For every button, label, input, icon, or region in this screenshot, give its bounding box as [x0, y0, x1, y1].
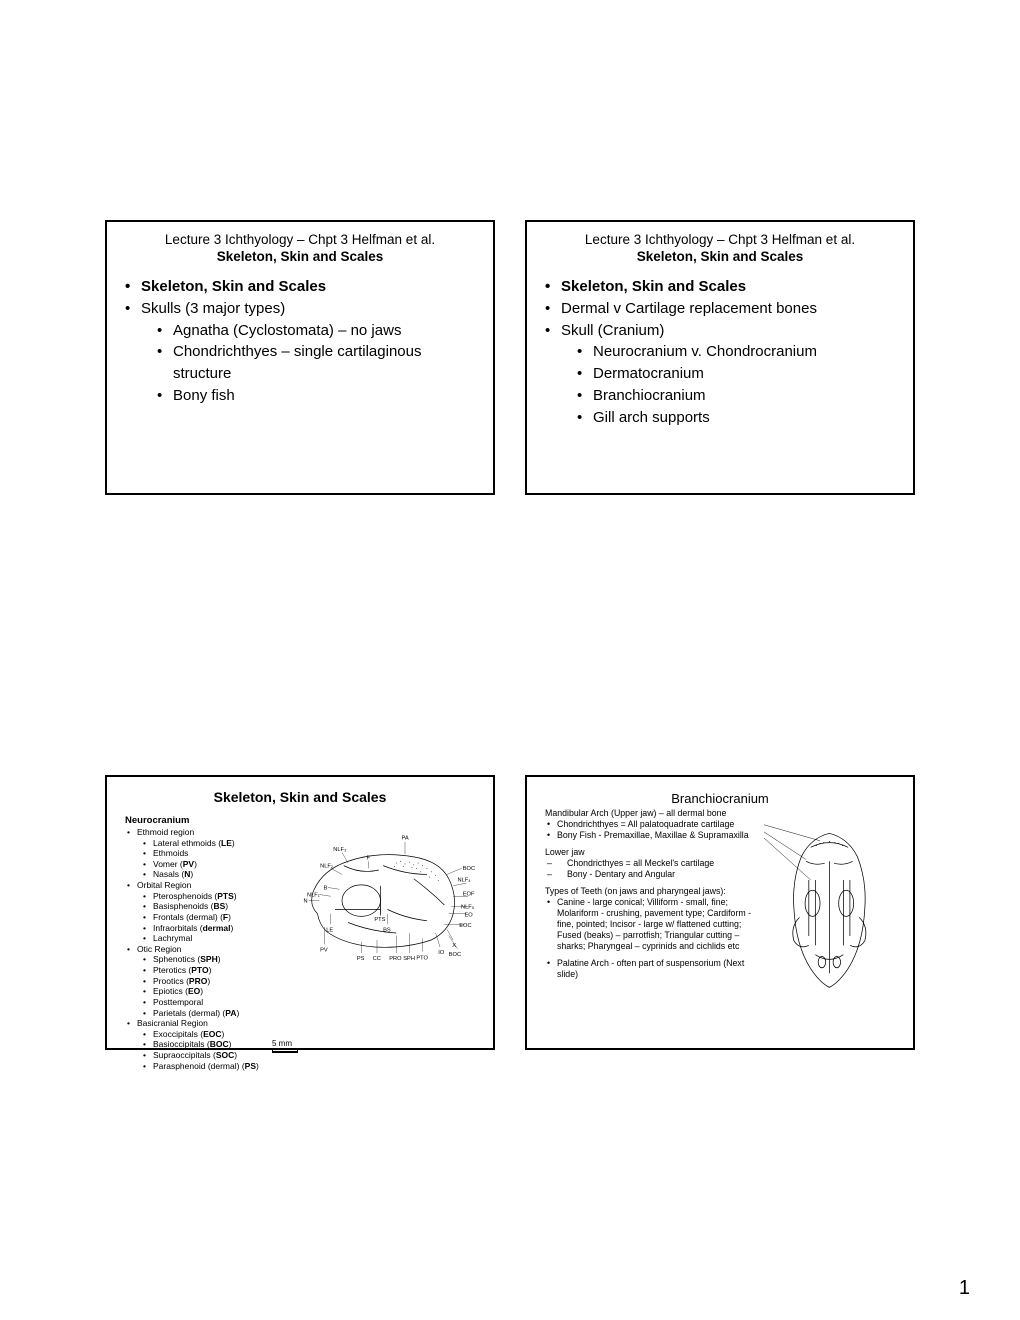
jaw-diagram-icon: [764, 808, 895, 1008]
list-item: Skull (Cranium): [545, 320, 895, 342]
list-item: Agnatha (Cyclostomata) – no jaws: [125, 320, 475, 342]
region-item: Basisphenoids (BS): [125, 901, 300, 912]
region-heading: Ethmoid region: [125, 827, 300, 838]
svg-text:PS: PS: [357, 956, 365, 962]
region-heading: Orbital Region: [125, 880, 300, 891]
svg-text:PTO: PTO: [416, 955, 428, 961]
svg-text:NLF₅: NLF₅: [461, 905, 474, 911]
svg-text:EOF: EOF: [463, 891, 475, 897]
svg-text:IO: IO: [438, 950, 445, 956]
region-item: Pterotics (PTO): [125, 965, 300, 976]
region-item: Nasals (N): [125, 869, 300, 880]
region-item: Lachrymal: [125, 933, 300, 944]
palatine-text: Palatine Arch - often part of suspensori…: [545, 958, 758, 980]
region-item: Vomer (PV): [125, 859, 300, 870]
region-item: Exoccipitals (EOC): [125, 1029, 300, 1040]
svg-text:SPH: SPH: [403, 956, 415, 962]
page-number: 1: [959, 1277, 970, 1300]
slide-1-subheader: Skeleton, Skin and Scales: [125, 249, 475, 264]
slide-2: Lecture 3 Ichthyology – Chpt 3 Helfman e…: [525, 220, 915, 495]
region-item: Parasphenoid (dermal) (PS): [125, 1061, 300, 1072]
region-heading: Otic Region: [125, 944, 300, 955]
neurocranium-regions: Ethmoid regionLateral ethmoids (LE)Ethmo…: [125, 827, 300, 1071]
list-item: Bony - Dentary and Angular: [545, 869, 758, 880]
region-item: Posttemporal: [125, 997, 300, 1008]
svg-text:EOC: EOC: [459, 923, 471, 929]
list-item: Chondricthyes = all Meckel's cartilage: [545, 858, 758, 869]
upper-jaw-list: Chondrichthyes = All palatoquadrate cart…: [545, 819, 758, 841]
lower-jaw-list: Chondricthyes = all Meckel's cartilageBo…: [545, 858, 758, 880]
slide-2-header: Lecture 3 Ichthyology – Chpt 3 Helfman e…: [545, 232, 895, 247]
svg-text:NLF₄: NLF₄: [458, 877, 472, 883]
list-item: Bony fish: [125, 385, 475, 407]
slide-1: Lecture 3 Ichthyology – Chpt 3 Helfman e…: [105, 220, 495, 495]
slide-4-diagram: [764, 808, 895, 1013]
svg-text:LE: LE: [326, 927, 333, 933]
region-item: Epiotics (EO): [125, 986, 300, 997]
region-item: Infraorbitals (dermal): [125, 923, 300, 934]
svg-text:EO: EO: [465, 912, 474, 918]
list-item: Bony Fish - Premaxillae, Maxillae & Supr…: [545, 830, 758, 841]
svg-text:BS: BS: [383, 927, 391, 933]
svg-text:BOC: BOC: [463, 866, 475, 872]
svg-text:PA: PA: [402, 835, 409, 841]
teeth-heading: Types of Teeth (on jaws and pharyngeal j…: [545, 886, 758, 897]
list-item: Skeleton, Skin and Scales: [545, 276, 895, 298]
slide-2-list: Skeleton, Skin and ScalesDermal v Cartil…: [545, 276, 895, 428]
slide-1-list: Skeleton, Skin and ScalesSkulls (3 major…: [125, 276, 475, 407]
region-item: Frontals (dermal) (F): [125, 912, 300, 923]
svg-text:NLF₃: NLF₃: [333, 847, 346, 853]
svg-text:NLF₂: NLF₂: [320, 863, 333, 869]
svg-text:CC: CC: [373, 956, 381, 962]
teeth-text: Canine - large conical; Villiform - smal…: [545, 897, 758, 952]
list-item: Chondrichthyes – single cartilaginous st…: [125, 341, 475, 385]
svg-text:PRO: PRO: [389, 956, 402, 962]
list-item: Gill arch supports: [545, 407, 895, 429]
slide-row-2: Skeleton, Skin and Scales Neurocranium E…: [0, 775, 1020, 1050]
svg-text:B: B: [324, 885, 328, 891]
slide-2-subheader: Skeleton, Skin and Scales: [545, 249, 895, 264]
skull-diagram-icon: PA BOC NLF₃ NLF₄ NLF₂ F EOF B N NLF₁ NLF…: [300, 815, 475, 995]
list-item: Chondrichthyes = All palatoquadrate cart…: [545, 819, 758, 830]
slide-3: Skeleton, Skin and Scales Neurocranium E…: [105, 775, 495, 1050]
slide-4: Branchiocranium Mandibular Arch (Upper j…: [525, 775, 915, 1050]
region-item: Ethmoids: [125, 848, 300, 859]
region-heading: Basicranial Region: [125, 1018, 300, 1029]
svg-text:NLF₁: NLF₁: [307, 892, 320, 898]
region-item: Parietals (dermal) (PA): [125, 1008, 300, 1019]
slide-3-diagram: PA BOC NLF₃ NLF₄ NLF₂ F EOF B N NLF₁ NLF…: [300, 815, 475, 1071]
region-item: Prootics (PRO): [125, 976, 300, 987]
slide-3-text: Neurocranium Ethmoid regionLateral ethmo…: [125, 815, 300, 1071]
slide-4-title: Branchiocranium: [545, 791, 895, 806]
slide-4-text: Mandibular Arch (Upper jaw) – all dermal…: [545, 808, 758, 1013]
slide-3-title: Skeleton, Skin and Scales: [125, 789, 475, 805]
list-item: Branchiocranium: [545, 385, 895, 407]
neurocranium-heading: Neurocranium: [125, 815, 300, 827]
svg-text:PV: PV: [320, 947, 328, 953]
list-item: Dermal v Cartilage replacement bones: [545, 298, 895, 320]
list-item: Skulls (3 major types): [125, 298, 475, 320]
list-item: Skeleton, Skin and Scales: [125, 276, 475, 298]
upper-jaw-heading: Mandibular Arch (Upper jaw) – all dermal…: [545, 808, 758, 819]
lower-jaw-heading: Lower jaw: [545, 847, 758, 858]
region-item: Sphenotics (SPH): [125, 954, 300, 965]
scale-bar: 5 mm: [272, 1039, 298, 1053]
svg-text:PTS: PTS: [374, 917, 385, 923]
scale-label: 5 mm: [272, 1039, 292, 1048]
region-item: Lateral ethmoids (LE): [125, 838, 300, 849]
list-item: Dermatocranium: [545, 363, 895, 385]
slide-row-1: Lecture 3 Ichthyology – Chpt 3 Helfman e…: [0, 220, 1020, 495]
svg-text:BOC: BOC: [449, 952, 461, 958]
slide-1-header: Lecture 3 Ichthyology – Chpt 3 Helfman e…: [125, 232, 475, 247]
svg-text:N: N: [304, 898, 308, 904]
svg-text:F: F: [367, 856, 371, 862]
list-item: Neurocranium v. Chondrocranium: [545, 341, 895, 363]
palatine-list: Palatine Arch - often part of suspensori…: [545, 958, 758, 980]
region-item: Pterosphenoids (PTS): [125, 891, 300, 902]
teeth-list: Canine - large conical; Villiform - smal…: [545, 897, 758, 952]
